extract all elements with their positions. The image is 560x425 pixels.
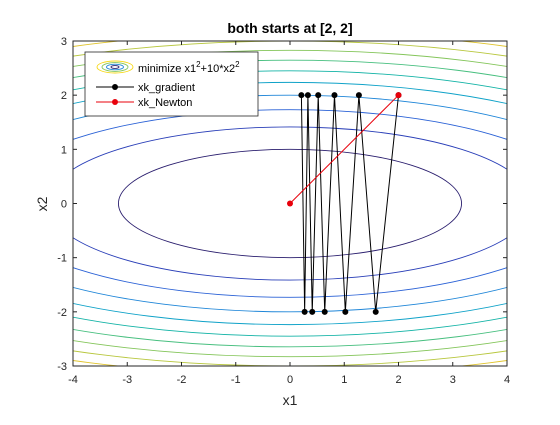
data-point-xk-gradient <box>301 308 308 315</box>
contour-line <box>73 94 507 313</box>
x-tick-label: -1 <box>231 374 241 386</box>
x-tick-label: -2 <box>177 374 187 386</box>
data-point-xk-gradient <box>331 92 338 99</box>
legend-gradient-marker <box>112 84 118 90</box>
legend-newton-marker <box>112 99 118 105</box>
contour-line <box>73 59 507 348</box>
legend-contour-ring <box>110 65 120 69</box>
data-point-xk-gradient <box>298 92 305 99</box>
data-point-xk-gradient <box>342 308 349 315</box>
contour-line <box>73 49 507 358</box>
contour-line <box>73 126 507 281</box>
data-point-xk-gradient <box>304 92 311 99</box>
y-tick-label: 3 <box>61 36 67 48</box>
contour-line <box>117 148 463 259</box>
x-tick-label: 4 <box>504 374 510 386</box>
legend-contour-ring <box>101 62 129 72</box>
legend-contour-label: minimize x12+10*x22 <box>138 60 240 75</box>
x-axis-label: x1 <box>283 392 298 408</box>
data-point-xk-gradient <box>309 308 316 315</box>
y-tick-label: -1 <box>57 253 67 265</box>
x-tick-label: 0 <box>287 374 293 386</box>
data-point-xk-gradient <box>372 308 379 315</box>
data-point-xk-gradient <box>355 92 362 99</box>
data-point-xk-newton <box>395 92 402 99</box>
y-tick-label: 1 <box>61 144 67 156</box>
y-tick-label: 2 <box>61 90 67 102</box>
x-tick-label: 1 <box>341 374 347 386</box>
contour-layer <box>73 41 507 366</box>
legend-newton-label: xk_Newton <box>138 97 192 109</box>
legend: minimize x12+10*x22 xk_gradient xk_Newto… <box>84 51 259 117</box>
y-axis-label: x2 <box>34 196 50 211</box>
x-tick-label: 3 <box>450 374 456 386</box>
data-point-xk-gradient <box>315 92 322 99</box>
data-point-xk-gradient <box>321 308 328 315</box>
legend-contour-ring <box>106 63 124 71</box>
series-layer <box>287 92 402 315</box>
contour-line <box>73 70 507 337</box>
y-tick-label: -2 <box>57 307 67 319</box>
x-tick-label: -3 <box>122 374 132 386</box>
chart-title: both starts at [2, 2] <box>227 20 352 36</box>
data-point-xk-newton <box>287 200 293 207</box>
contour-line <box>73 109 507 298</box>
series-line-xk-newton <box>289 94 399 204</box>
legend-contour-icon <box>96 60 134 74</box>
contour-line <box>73 81 507 326</box>
legend-gradient-label: xk_gradient <box>138 82 195 94</box>
legend-contour-ring <box>96 60 134 74</box>
y-tick-label: -3 <box>57 361 67 373</box>
x-tick-label: 2 <box>395 374 401 386</box>
x-tick-label: -4 <box>68 374 78 386</box>
y-tick-label: 0 <box>61 199 67 211</box>
